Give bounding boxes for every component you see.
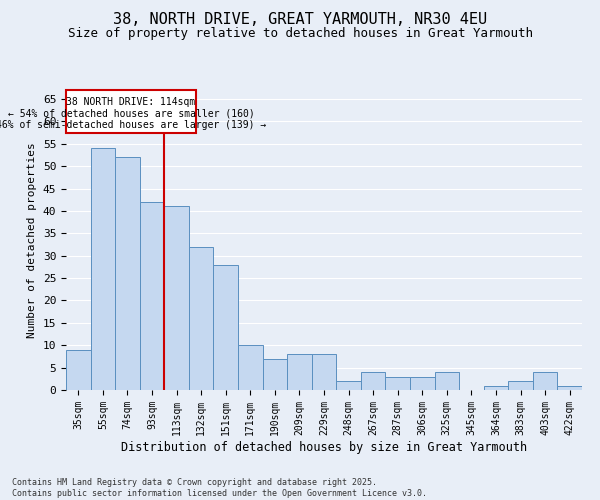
Bar (66, 350, 91, 390)
Bar (434, 372, 459, 390)
Bar (91, 148, 115, 390)
Y-axis label: Number of detached properties: Number of detached properties (27, 142, 37, 338)
X-axis label: Distribution of detached houses by size in Great Yarmouth: Distribution of detached houses by size … (121, 440, 527, 454)
Bar (385, 376, 410, 390)
Text: Contains HM Land Registry data © Crown copyright and database right 2025.
Contai: Contains HM Land Registry data © Crown c… (12, 478, 427, 498)
Text: 38 NORTH DRIVE: 114sqm
← 54% of detached houses are smaller (160)
46% of semi-de: 38 NORTH DRIVE: 114sqm ← 54% of detached… (0, 97, 266, 130)
Bar (361, 372, 385, 390)
Bar (238, 345, 263, 390)
Text: 38, NORTH DRIVE, GREAT YARMOUTH, NR30 4EU: 38, NORTH DRIVE, GREAT YARMOUTH, NR30 4E… (113, 12, 487, 28)
Bar (508, 381, 533, 390)
Bar (336, 381, 361, 390)
Bar (189, 246, 214, 390)
Bar (557, 386, 582, 390)
Bar (287, 354, 312, 390)
Bar (140, 202, 164, 390)
Bar (214, 264, 238, 390)
Bar (263, 358, 287, 390)
Text: Size of property relative to detached houses in Great Yarmouth: Size of property relative to detached ho… (67, 28, 533, 40)
Bar (115, 157, 140, 390)
Bar (410, 376, 434, 390)
Bar (533, 372, 557, 390)
Bar (164, 206, 189, 390)
Bar (484, 386, 508, 390)
Bar (312, 354, 336, 390)
Bar (66, 90, 196, 132)
